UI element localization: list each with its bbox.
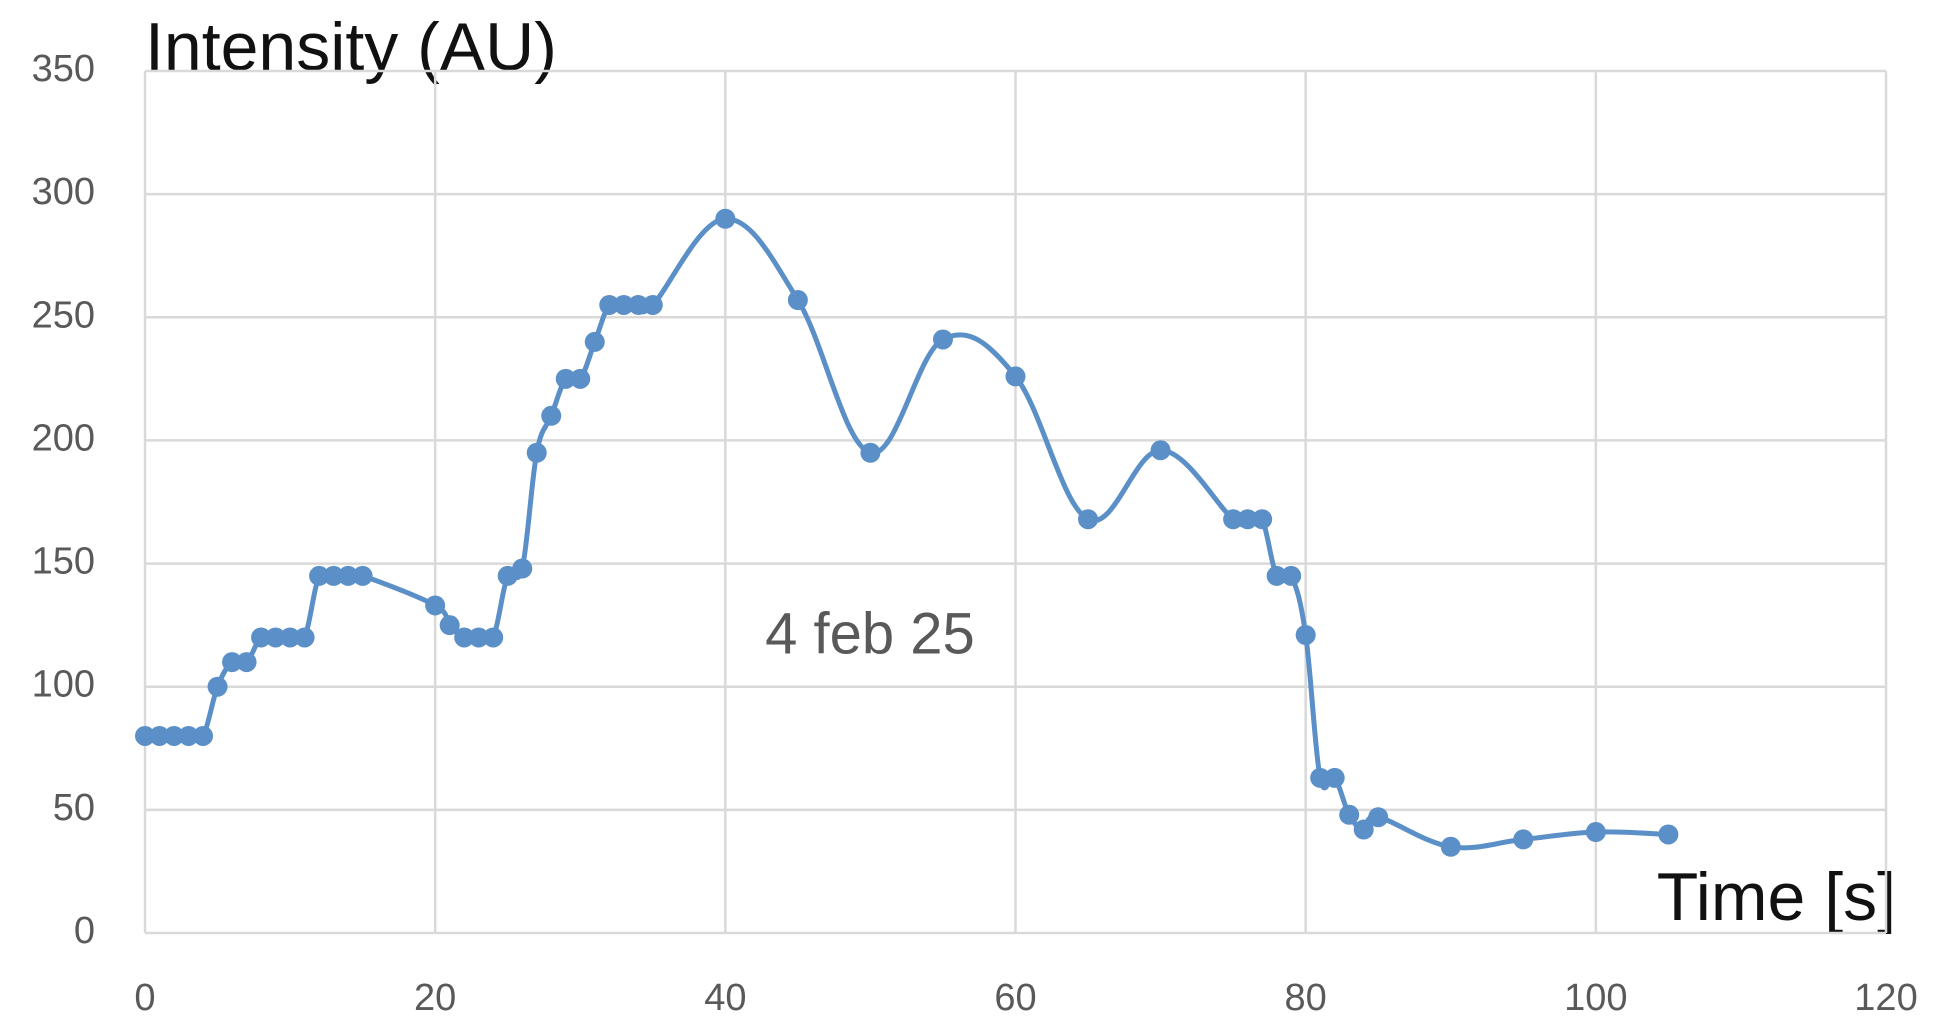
data-point <box>1339 804 1360 825</box>
y-tick-label: 200 <box>32 417 95 459</box>
y-tick-label: 350 <box>32 48 95 90</box>
x-tick-label: 40 <box>704 977 746 1019</box>
x-axis-label: Time [s] <box>1657 859 1896 935</box>
data-point <box>265 627 286 648</box>
data-point <box>1295 624 1316 645</box>
x-tick-label: 60 <box>994 977 1036 1019</box>
data-point <box>1310 767 1331 788</box>
x-tick-label: 100 <box>1564 977 1627 1019</box>
annotation: 4 feb 25 <box>765 601 975 666</box>
x-tick-label: 0 <box>134 977 155 1019</box>
data-point <box>526 442 547 463</box>
data-point <box>222 652 243 673</box>
data-point <box>1266 565 1287 586</box>
x-tick-label: 80 <box>1285 977 1327 1019</box>
data-point <box>1440 836 1461 857</box>
data-point <box>555 368 576 389</box>
data-point <box>280 627 301 648</box>
data-point <box>1005 366 1026 387</box>
data-point <box>584 331 605 352</box>
data-point <box>860 442 881 463</box>
data-point <box>613 294 634 315</box>
data-point <box>787 290 808 311</box>
data-point <box>628 294 649 315</box>
data-point <box>1078 509 1099 530</box>
y-tick-label: 0 <box>74 910 95 952</box>
data-point <box>294 627 315 648</box>
data-point <box>932 329 953 350</box>
data-point <box>1353 819 1374 840</box>
data-line <box>145 216 1669 851</box>
data-point <box>1513 829 1534 850</box>
data-point <box>599 294 620 315</box>
data-point <box>251 627 272 648</box>
y-tick-label: 100 <box>32 664 95 706</box>
data-point <box>1223 509 1244 530</box>
data-point <box>570 368 591 389</box>
data-point <box>454 627 475 648</box>
data-point <box>439 615 460 636</box>
data-point <box>483 627 504 648</box>
data-point <box>512 558 533 579</box>
y-axis-label: Intensity (AU) <box>145 9 557 85</box>
data-point <box>1150 440 1171 461</box>
data-point <box>715 208 736 229</box>
data-point <box>1281 565 1302 586</box>
data-point <box>1324 767 1345 788</box>
y-tick-label: 150 <box>32 541 95 583</box>
data-point <box>541 405 562 426</box>
data-point <box>1585 822 1606 843</box>
y-tick-label: 50 <box>53 787 95 829</box>
data-point <box>149 725 170 746</box>
data-point <box>236 652 257 673</box>
y-tick-label: 250 <box>32 294 95 336</box>
x-tick-label: 20 <box>414 977 456 1019</box>
x-tick-label: 120 <box>1854 977 1917 1019</box>
data-point <box>338 565 359 586</box>
data-point <box>207 676 228 697</box>
data-point <box>135 725 155 746</box>
data-point <box>178 725 199 746</box>
data-point <box>309 565 330 586</box>
data-point <box>1237 509 1258 530</box>
data-point <box>1252 509 1273 530</box>
y-tick-label: 300 <box>32 171 95 213</box>
data-point <box>642 294 663 315</box>
data-point <box>1658 824 1679 845</box>
data-point <box>352 565 373 586</box>
data-point <box>1368 807 1389 828</box>
data-point <box>425 595 446 616</box>
data-point <box>193 725 214 746</box>
data-point <box>468 627 489 648</box>
data-point <box>323 565 344 586</box>
data-point <box>164 725 185 746</box>
